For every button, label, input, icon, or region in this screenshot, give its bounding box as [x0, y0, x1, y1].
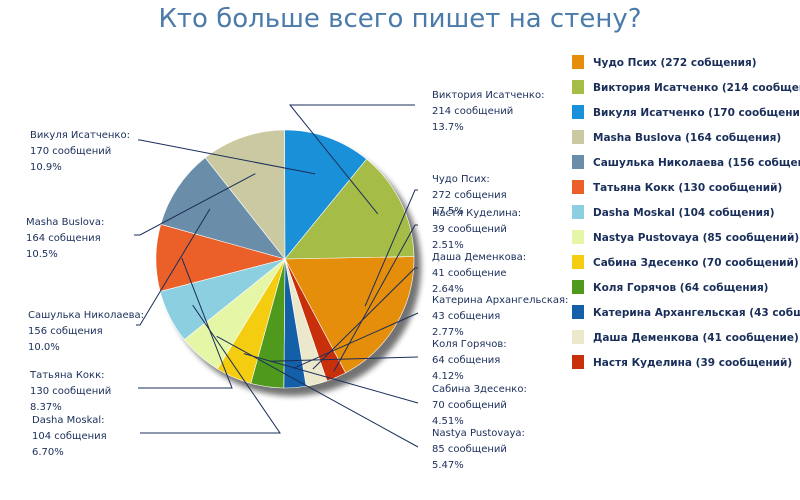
leader-line-татьяна-кокк — [138, 257, 233, 389]
label-count-настя-куделина: 39 сообщений — [432, 224, 507, 235]
legend-label: Коля Горячов (64 собщения) — [593, 282, 769, 294]
label-pct-коля-горячов: 4.12% — [432, 371, 464, 382]
label-pct-dasha-moskal: 6.70% — [32, 447, 64, 458]
legend-label: Сашулька Николаева (156 собщения) — [593, 157, 800, 169]
label-name-dasha-moskal: Dasha Moskal: — [32, 415, 105, 426]
legend-swatch — [572, 355, 584, 369]
legend-swatch — [572, 155, 584, 169]
label-pct-чудо-псих: 17.5% — [432, 206, 464, 217]
legend-swatch — [572, 105, 584, 119]
legend-swatch — [572, 205, 584, 219]
label-name-настя-куделина: Настя Куделина: — [432, 208, 521, 219]
label-pct-катерина-архангельская: 2.77% — [432, 327, 464, 338]
legend-label: Даша Деменкова (41 сообщение) — [593, 332, 799, 344]
legend-item-викуля-исатченко: Викуля Исатченко (170 сообщений) — [572, 105, 800, 119]
leader-line-настя-куделина — [333, 224, 418, 372]
label-count-сабина-здесенко: 70 сообщений — [432, 400, 507, 411]
legend-swatch — [572, 280, 584, 294]
legend-item-masha-buslova: Masha Buslova (164 собщения) — [572, 130, 781, 144]
leader-line-nastya-pustovaya — [216, 335, 419, 448]
legend-label: Викуля Исатченко (170 сообщений) — [593, 107, 800, 119]
label-count-чудо-псих: 272 собщения — [432, 190, 507, 201]
legend-swatch — [572, 305, 584, 319]
label-count-сашулька-николаева: 156 собщения — [28, 326, 103, 337]
label-pct-сабина-здесенко: 4.51% — [432, 416, 464, 427]
leader-line-катерина-архангельская — [293, 312, 419, 369]
leader-line-masha-buslova — [134, 173, 256, 236]
legend-swatch — [572, 180, 584, 194]
label-name-коля-горячов: Коля Горячов: — [432, 339, 507, 350]
legend-label: Чудо Псих (272 собщения) — [593, 57, 757, 69]
label-count-коля-горячов: 64 собщения — [432, 355, 500, 366]
legend-label: Настя Куделина (39 сообщений) — [593, 357, 792, 369]
legend-item-чудо-псих: Чудо Псих (272 собщения) — [572, 55, 757, 69]
legend-label: Masha Buslova (164 собщения) — [593, 132, 781, 144]
legend-item-даша-деменкова: Даша Деменкова (41 сообщение) — [572, 330, 799, 344]
legend-item-сашулька-николаева: Сашулька Николаева (156 собщения) — [572, 155, 800, 169]
label-name-nastya-pustovaya: Nastya Pustovaya: — [432, 428, 525, 439]
legend-swatch — [572, 55, 584, 69]
legend-label: Dasha Moskal (104 собщения) — [593, 207, 775, 219]
legend-label: Nastya Pustovaya (85 сообщений) — [593, 232, 799, 244]
legend-item-виктория-исатченко: Виктория Исатченко (214 сообщений) — [572, 80, 800, 94]
pie-slice-викуля-исатченко — [284, 129, 368, 260]
label-pct-настя-куделина: 2.51% — [432, 240, 464, 251]
label-pct-даша-деменкова: 2.64% — [432, 284, 464, 295]
leader-line-сашулька-николаева — [136, 208, 211, 326]
label-name-катерина-архангельская: Катерина Архангельская: — [432, 295, 568, 306]
leader-line-dasha-moskal — [140, 304, 281, 434]
legend-label: Виктория Исатченко (214 сообщений) — [593, 82, 800, 94]
pie-slice-сашулька-николаева — [160, 157, 286, 260]
legend-item-настя-куделина: Настя Куделина (39 сообщений) — [572, 355, 792, 369]
legend-label: Сабина Здесенко (70 сообщений) — [593, 257, 799, 269]
legend-swatch — [572, 330, 584, 344]
label-pct-masha-buslova: 10.5% — [26, 249, 58, 260]
legend-swatch — [572, 80, 584, 94]
legend-item-катерина-архангельская: Катерина Архангельская (43 собщения) — [572, 305, 800, 319]
label-name-викуля-исатченко: Викуля Исатченко: — [30, 130, 130, 141]
label-count-nastya-pustovaya: 85 сообщений — [432, 444, 507, 455]
legend-label: Катерина Архангельская (43 собщения) — [593, 307, 800, 319]
legend-item-татьяна-кокк: Татьяна Кокк (130 сообщений) — [572, 180, 782, 194]
legend-swatch — [572, 230, 584, 244]
label-name-masha-buslova: Masha Buslova: — [26, 217, 104, 228]
leader-line-викуля-исатченко — [138, 139, 316, 175]
label-count-катерина-архангельская: 43 собщения — [432, 311, 500, 322]
label-name-виктория-исатченко: Виктория Исатченко: — [432, 90, 544, 101]
chart-title: Кто больше всего пишет на стену? — [158, 4, 642, 34]
legend-item-сабина-здесенко: Сабина Здесенко (70 сообщений) — [572, 255, 799, 269]
leader-line-чудо-псих — [364, 189, 418, 307]
legend-item-nastya-pustovaya: Nastya Pustovaya (85 сообщений) — [572, 230, 799, 244]
label-name-сашулька-николаева: Сашулька Николаева: — [28, 310, 144, 321]
pie-slice-masha-buslova — [204, 129, 286, 260]
label-name-чудо-псих: Чудо Псих: — [432, 174, 490, 185]
label-count-dasha-moskal: 104 собщения — [32, 431, 107, 442]
label-count-викуля-исатченко: 170 сообщений — [30, 146, 111, 157]
leader-line-сабина-здесенко — [243, 353, 419, 404]
pie-slice-виктория-исатченко — [284, 158, 415, 260]
label-name-татьяна-кокк: Татьяна Кокк: — [29, 370, 104, 381]
label-pct-виктория-исатченко: 13.7% — [432, 122, 464, 133]
label-count-виктория-исатченко: 214 сообщений — [432, 106, 513, 117]
label-name-даша-деменкова: Даша Деменкова: — [432, 252, 526, 263]
legend-swatch — [572, 130, 584, 144]
leader-line-даша-деменкова — [312, 267, 418, 370]
legend-item-коля-горячов: Коля Горячов (64 собщения) — [572, 280, 769, 294]
legend-item-dasha-moskal: Dasha Moskal (104 собщения) — [572, 205, 775, 219]
label-count-татьяна-кокк: 130 сообщений — [30, 386, 111, 397]
label-pct-викуля-исатченко: 10.9% — [30, 162, 62, 173]
legend-label: Татьяна Кокк (130 сообщений) — [593, 182, 782, 194]
label-count-masha-buslova: 164 собщения — [26, 233, 101, 244]
label-pct-сашулька-николаева: 10.0% — [28, 342, 60, 353]
label-name-сабина-здесенко: Сабина Здесенко: — [432, 384, 527, 395]
legend-swatch — [572, 255, 584, 269]
label-pct-татьяна-кокк: 8.37% — [30, 402, 62, 413]
label-count-даша-деменкова: 41 сообщение — [432, 268, 507, 279]
label-pct-nastya-pustovaya: 5.47% — [432, 460, 464, 471]
leader-line-виктория-исатченко — [288, 104, 415, 215]
leader-line-коля-горячов — [270, 356, 419, 362]
